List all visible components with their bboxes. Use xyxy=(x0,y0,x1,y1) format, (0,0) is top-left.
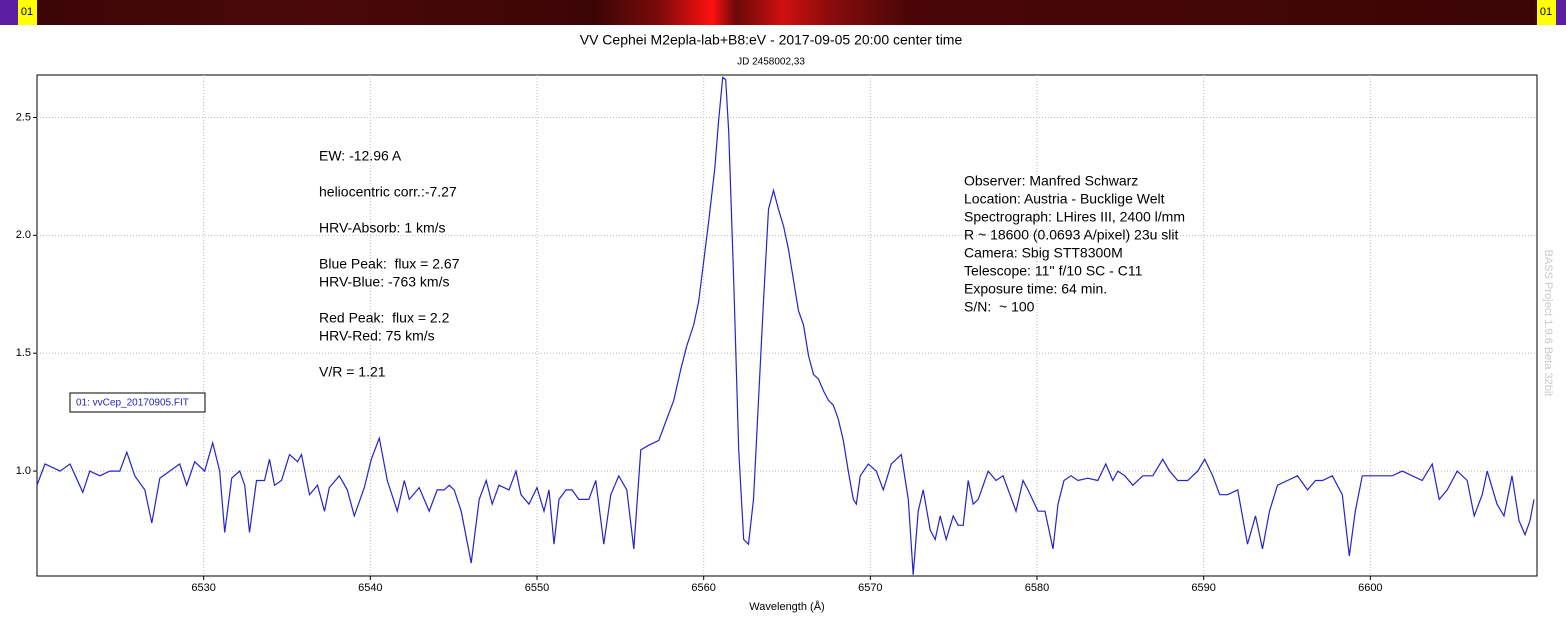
x-tick-label: 6560 xyxy=(691,582,715,594)
annotation: Spectrograph: LHires III, 2400 l/mm xyxy=(964,209,1185,225)
annotation: HRV-Red: 75 km/s xyxy=(319,328,435,344)
strip-edge xyxy=(1556,0,1566,25)
annotation: Camera: Sbig STT8300M xyxy=(964,245,1123,261)
strip-label: 01 xyxy=(21,6,33,18)
x-tick-label: 6580 xyxy=(1025,582,1049,594)
annotation: S/N: ~ 100 xyxy=(964,299,1035,315)
strip-label-box xyxy=(1537,0,1556,25)
strip-label-box xyxy=(18,0,37,25)
x-tick-label: 6590 xyxy=(1191,582,1215,594)
strip-label: 01 xyxy=(1540,6,1552,18)
annotation: HRV-Absorb: 1 km/s xyxy=(319,220,446,236)
annotation: HRV-Blue: -763 km/s xyxy=(319,274,449,290)
annotation: R ~ 18600 (0.0693 A/pixel) 23u slit xyxy=(964,227,1179,243)
annotation: Red Peak: flux = 2.2 xyxy=(319,310,450,326)
annotation: EW: -12.96 A xyxy=(319,148,402,164)
legend-box xyxy=(69,392,206,413)
x-tick-label: 6600 xyxy=(1358,582,1382,594)
annotation: Blue Peak: flux = 2.67 xyxy=(319,256,460,272)
annotation: V/R = 1.21 xyxy=(319,364,386,380)
x-tick-label: 6570 xyxy=(858,582,882,594)
x-axis-label: Wavelength (Å) xyxy=(749,600,824,613)
y-tick-label: 2.5 xyxy=(16,111,31,123)
spectrum-strip xyxy=(0,0,1566,25)
x-tick-label: 6540 xyxy=(358,582,382,594)
x-tick-label: 6530 xyxy=(191,582,215,594)
y-tick-label: 2.0 xyxy=(16,229,31,241)
legend-label: 01: vvCep_20170905.FIT xyxy=(76,398,189,409)
annotation: heliocentric corr.:-7.27 xyxy=(319,184,457,200)
chart-title: VV Cephei M2epla-lab+B8:eV - 2017-09-05 … xyxy=(580,32,963,48)
annotation: Observer: Manfred Schwarz xyxy=(964,173,1138,189)
spectrum-line xyxy=(36,76,1535,575)
annotation: Telescope: 11'' f/10 SC - C11 xyxy=(964,263,1143,279)
annotation: Exposure time: 64 min. xyxy=(964,281,1107,297)
y-tick-label: 1.5 xyxy=(16,347,31,359)
plot-frame xyxy=(36,74,1538,577)
annotation: Location: Austria - Bucklige Welt xyxy=(964,191,1165,207)
watermark: BASS Project 1.9.6 Beta 32bit xyxy=(1542,250,1554,397)
y-tick-label: 1.0 xyxy=(16,465,31,477)
chart-subtitle: JD 2458002,33 xyxy=(737,57,805,68)
strip-edge xyxy=(0,0,18,25)
x-tick-label: 6550 xyxy=(525,582,549,594)
